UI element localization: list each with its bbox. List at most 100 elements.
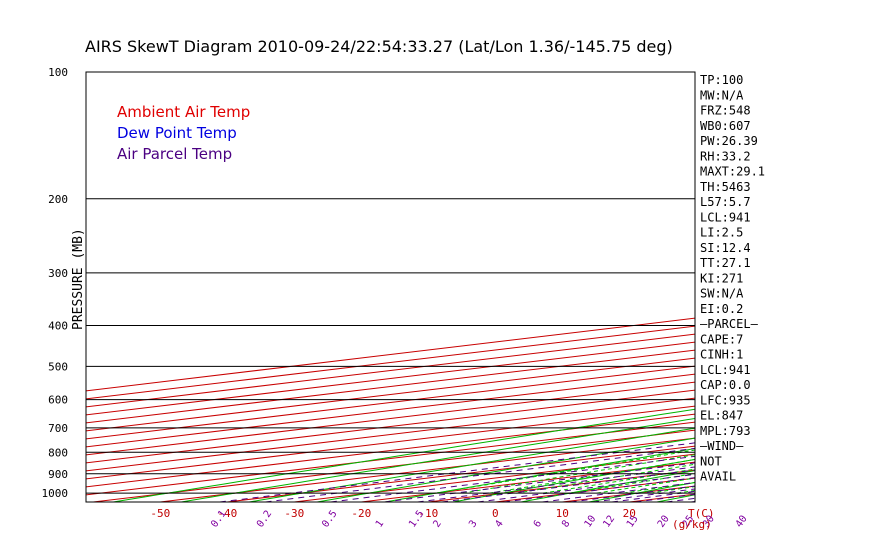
index-label: CINH:1 (700, 348, 743, 362)
isotherm-line (227, 445, 695, 502)
isotherm-line (495, 477, 695, 502)
bottom-temp-tick-label: -40 (217, 507, 237, 520)
pressure-tick-label: 900 (48, 468, 68, 481)
mixing-ratio-tick-label: 3 (467, 518, 479, 529)
dry-adiabat-line (385, 448, 695, 502)
isotherm-line (86, 365, 695, 440)
mixing-ratio-tick-label: 6 (532, 518, 544, 529)
dry-adiabat-line (249, 427, 695, 502)
moist-adiabat-line (650, 486, 695, 494)
mixing-ratio-tick-label: 20 (656, 514, 672, 530)
isotherm-line (830, 72, 870, 502)
mixing-ratio-tick-label: 1 (374, 518, 386, 529)
mixing-ratio-unit-label: (g/kg) (672, 518, 712, 531)
legend: Ambient Air Temp Dew Point Temp Air Parcel… (117, 103, 250, 163)
moist-adiabat-line (784, 199, 870, 493)
index-label: NOT (700, 454, 722, 468)
legend-entry: Ambient Air Temp (117, 103, 250, 121)
bottom-temp-tick-label: -50 (150, 507, 170, 520)
isotherm-line (93, 429, 695, 502)
x-axis-label: T(C) (688, 507, 715, 520)
y-axis-label: PRESSURE (MB) (71, 228, 86, 330)
bottom-temp-tick-label: -20 (351, 507, 371, 520)
plot-frame (85, 71, 696, 503)
index-label: FRZ:548 (700, 104, 751, 118)
index-label: LFC:935 (700, 393, 751, 407)
index-label: –PARCEL– (700, 317, 759, 331)
mixing-ratio-line (417, 466, 695, 502)
isotherm-line (86, 397, 695, 472)
isotherm-line (86, 381, 695, 456)
mixing-ratio-tick-label: 12 (601, 514, 617, 530)
mixing-ratio-tick-label: 40 (734, 514, 750, 530)
index-label: TH:5463 (700, 180, 751, 194)
moist-adiabat-line (516, 463, 695, 494)
bottom-temp-tick-label: -10 (418, 507, 438, 520)
background-grid (86, 72, 870, 502)
pressure-tick-label: 300 (48, 267, 68, 280)
index-label: RH:33.2 (700, 149, 751, 163)
index-label: EI:0.2 (700, 302, 743, 316)
index-label: KI:271 (700, 271, 743, 285)
legend-entry: Air Parcel Temp (117, 145, 232, 163)
index-label: PW:26.39 (700, 134, 758, 148)
index-label: WB0:607 (700, 119, 751, 133)
index-label: LI:2.5 (700, 226, 743, 240)
isotherm-line (86, 421, 695, 496)
pressure-tick-label: 400 (48, 320, 68, 333)
mixing-ratio-tick-label: 0.5 (320, 509, 339, 530)
moist-adiabat-line (435, 449, 695, 494)
dry-adiabat-line (793, 72, 870, 502)
dry-adiabat-line (861, 72, 870, 502)
pressure-tick-label: 100 (48, 66, 68, 79)
index-label: LCL:941 (700, 363, 751, 377)
bottom-temp-tick-label: 20 (623, 507, 636, 520)
index-label: L57:5.7 (700, 195, 751, 209)
pressure-tick-label: 700 (48, 422, 68, 435)
index-label: MW:N/A (700, 88, 744, 102)
mixing-ratio-tick-label: 2 (431, 518, 443, 529)
bottom-temp-tick-label: 0 (492, 507, 499, 520)
mixing-ratio-line (265, 447, 695, 502)
pressure-tick-label: 200 (48, 193, 68, 206)
mixing-ratio-line (666, 497, 695, 502)
chart-title: AIRS SkewT Diagram 2010-09-24/22:54:33.2… (85, 37, 673, 56)
index-label: MAXT:29.1 (700, 165, 765, 179)
index-label: AVAIL (700, 470, 736, 484)
series-line (741, 72, 870, 493)
moist-adiabat-line (758, 199, 870, 493)
dry-adiabat-line (656, 494, 695, 502)
moist-adiabat-line (865, 199, 870, 493)
mixing-ratio-tick-label: 8 (560, 518, 572, 529)
index-label: EL:847 (700, 409, 743, 423)
mixing-ratio-tick-label: 4 (493, 518, 505, 529)
dry-adiabat-line (317, 437, 695, 502)
mixing-ratio-line (744, 301, 870, 502)
pressure-tick-label: 600 (48, 394, 68, 407)
bottom-temp-tick-label: 10 (556, 507, 569, 520)
index-label: LCL:941 (700, 210, 751, 224)
isotherm-line (86, 405, 695, 480)
isotherm-line (428, 469, 695, 502)
isotherm-line (86, 357, 695, 432)
index-label: MPL:793 (700, 424, 751, 438)
moist-adiabat-line (489, 458, 695, 494)
index-label: TT:27.1 (700, 256, 751, 270)
index-label: SW:N/A (700, 287, 744, 301)
dry-adiabat-line (520, 470, 695, 502)
isobar-lines (85, 71, 696, 503)
index-label: CAPE:7 (700, 332, 743, 346)
bottom-temp-tick-label: -30 (284, 507, 304, 520)
isotherm-line (294, 453, 695, 502)
pressure-tick-label: 500 (48, 360, 68, 373)
dry-adiabat-line (181, 417, 695, 502)
index-label: SI:12.4 (700, 241, 751, 255)
pressure-tick-label: 1000 (42, 487, 69, 500)
isotherm-line (86, 389, 695, 464)
isotherm-line (86, 373, 695, 448)
mixing-ratio-tick-label: 10 (583, 514, 599, 530)
mixing-ratio-tick-label: 0.2 (255, 509, 274, 530)
index-label: TP:100 (700, 73, 743, 87)
